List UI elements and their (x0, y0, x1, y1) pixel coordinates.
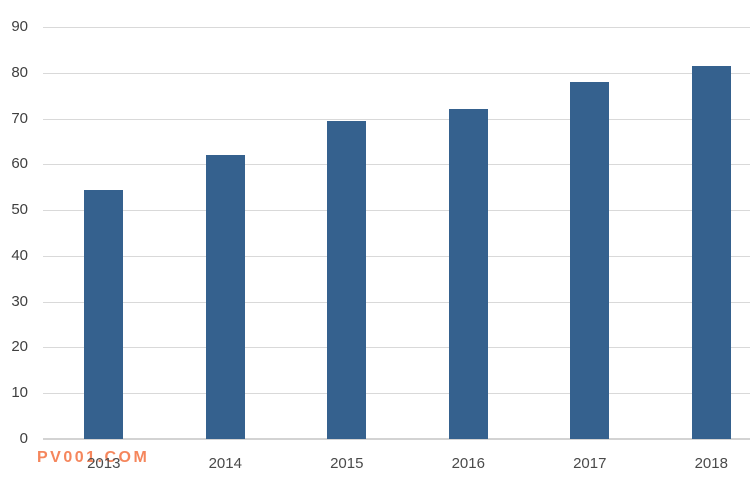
gridline (43, 27, 750, 28)
gridline (43, 164, 750, 166)
y-tick-label: 70 (11, 109, 28, 127)
gridline (43, 393, 750, 395)
x-tick-label: 2013 (87, 455, 121, 472)
watermark: PV001.COM (37, 449, 150, 466)
y-tick-label: 80 (11, 63, 28, 81)
gridline (43, 118, 750, 120)
y-tick-label: 20 (11, 338, 28, 356)
y-tick-label: 40 (11, 246, 28, 264)
gridline (43, 438, 750, 440)
y-tick-label: 30 (11, 292, 28, 310)
gridline (43, 301, 750, 303)
x-tick-label: 2016 (451, 455, 485, 472)
y-tick-label: 10 (11, 384, 28, 402)
x-tick-label: 2015 (330, 455, 364, 472)
bar-2013 (84, 189, 124, 439)
y-tick-label: 90 (11, 18, 28, 35)
gridline (43, 72, 750, 74)
plot-area (43, 27, 750, 440)
y-tick-label: 0 (19, 430, 28, 447)
y-tick-label: 50 (11, 201, 28, 219)
gridline (43, 347, 750, 349)
bar-2017 (570, 81, 610, 439)
bar-2015 (327, 120, 367, 439)
bar-2018 (691, 65, 731, 439)
gridline (43, 210, 750, 212)
x-tick-label: 2018 (694, 455, 728, 472)
x-tick-label: 2014 (208, 455, 242, 472)
x-tick-label: 2017 (573, 455, 607, 472)
bar-2016 (448, 109, 488, 439)
gridline (43, 255, 750, 257)
y-tick-label: 60 (11, 155, 28, 173)
bar-2014 (205, 155, 245, 439)
